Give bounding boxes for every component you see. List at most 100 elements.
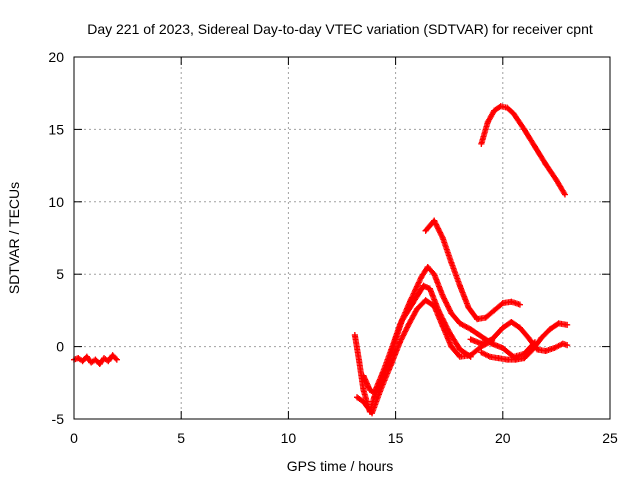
data-point: [439, 235, 446, 241]
data-point: [499, 300, 506, 307]
data-point: [495, 355, 502, 362]
data-point: [564, 321, 571, 328]
data-points: [71, 103, 571, 417]
chart-title: Day 221 of 2023, Sidereal Day-to-day VTE…: [87, 21, 593, 37]
y-tick-label: 10: [48, 194, 64, 210]
data-point: [478, 349, 485, 356]
data-point: [499, 345, 506, 352]
data-point: [424, 263, 431, 270]
data-point: [559, 340, 566, 347]
x-tick-label: 10: [281, 430, 297, 446]
data-point: [561, 191, 568, 198]
data-point: [478, 340, 485, 347]
data-point: [360, 372, 367, 379]
data-point: [456, 282, 463, 289]
data-point: [407, 297, 414, 304]
data-point: [448, 343, 455, 350]
data-point: [486, 353, 493, 360]
data-point: [531, 143, 538, 150]
data-point: [75, 355, 82, 362]
data-point: [508, 298, 515, 305]
data-point: [491, 307, 498, 314]
data-point: [431, 303, 438, 310]
data-point: [467, 326, 474, 333]
x-tick-label: 15: [388, 430, 404, 446]
data-point: [474, 316, 481, 323]
data-point: [456, 346, 463, 353]
data-point: [113, 356, 120, 363]
x-tick-label: 25: [602, 430, 618, 446]
data-point: [396, 339, 403, 346]
series-arc-7: [478, 103, 568, 198]
data-point: [396, 321, 403, 328]
data-point: [448, 310, 455, 317]
data-point: [467, 336, 474, 343]
data-point: [101, 355, 108, 362]
data-point: [79, 358, 86, 365]
data-point: [529, 346, 536, 353]
data-point: [379, 369, 386, 376]
data-point: [521, 126, 528, 133]
data-point: [504, 104, 511, 111]
y-tick-label: -5: [52, 411, 65, 427]
data-point: [553, 177, 560, 184]
data-point: [88, 359, 95, 366]
data-point: [439, 292, 446, 299]
data-point: [508, 318, 515, 325]
data-point: [467, 352, 474, 359]
y-tick-label: 0: [56, 339, 64, 355]
x-tick-label: 5: [177, 430, 185, 446]
data-point: [360, 398, 367, 405]
data-point: [516, 324, 523, 331]
data-point: [431, 271, 438, 278]
data-point: [414, 305, 421, 312]
x-axis-label: GPS time / hours: [287, 458, 394, 474]
data-point: [551, 345, 558, 352]
data-point: [510, 110, 517, 117]
y-tick-label: 15: [48, 121, 64, 137]
data-point: [499, 324, 506, 331]
data-point: [105, 358, 112, 365]
data-point: [109, 352, 116, 359]
data-point: [491, 107, 498, 114]
data-point: [92, 356, 99, 363]
data-point: [482, 314, 489, 321]
data-point: [96, 360, 103, 367]
data-point: [354, 394, 361, 401]
data-point: [478, 140, 485, 147]
series-arc-4: [422, 217, 523, 323]
data-point: [351, 332, 358, 339]
series-arc-2: [354, 297, 496, 417]
data-point: [448, 259, 455, 266]
data-point: [516, 301, 523, 308]
data-point: [388, 360, 395, 367]
data-point: [360, 387, 367, 394]
data-point: [356, 358, 363, 365]
data-point: [546, 326, 553, 333]
axis-ticks: 0 5 10 15 20 25 -5 0 5 10 15 20: [48, 49, 618, 446]
data-point: [422, 227, 429, 234]
data-point: [426, 285, 433, 292]
data-point: [564, 342, 571, 349]
data-point: [484, 119, 491, 126]
data-point: [497, 103, 504, 110]
data-point: [525, 334, 532, 341]
data-point: [456, 320, 463, 327]
data-point: [512, 356, 519, 363]
data-point: [456, 353, 463, 360]
data-point: [420, 282, 427, 289]
data-point: [422, 297, 429, 304]
data-point: [83, 353, 90, 360]
data-point: [366, 387, 373, 394]
data-point: [431, 217, 438, 224]
data-point: [465, 304, 472, 311]
x-tick-label: 20: [495, 430, 511, 446]
data-point: [371, 389, 378, 396]
data-point: [439, 323, 446, 330]
data-point: [542, 347, 549, 354]
data-point: [542, 161, 549, 168]
data-point: [369, 410, 376, 417]
data-point: [521, 355, 528, 362]
